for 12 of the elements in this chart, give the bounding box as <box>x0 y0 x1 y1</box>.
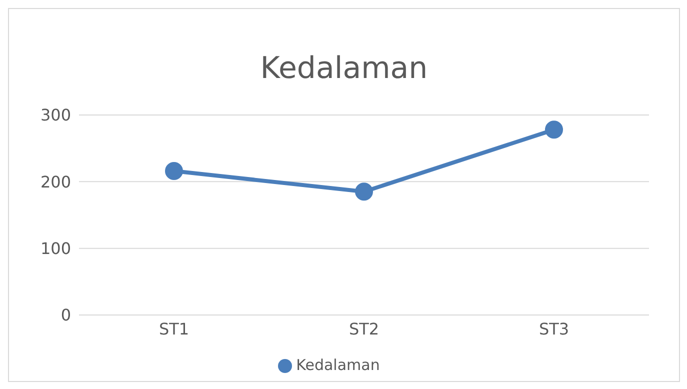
y-tick-label: 0 <box>60 306 71 325</box>
point <box>165 162 183 180</box>
y-tick-label: 300 <box>40 106 71 125</box>
legend-label: Kedalaman <box>296 356 380 374</box>
y-tick-label: 100 <box>40 239 71 258</box>
x-tick-label: ST2 <box>348 319 380 338</box>
point <box>355 182 373 201</box>
chart-title: Kedalaman <box>259 50 429 88</box>
y-tick-label: 200 <box>40 172 71 192</box>
point <box>545 120 563 139</box>
x-tick-label: ST3 <box>538 319 570 338</box>
x-tick-label: ST1 <box>158 319 190 338</box>
